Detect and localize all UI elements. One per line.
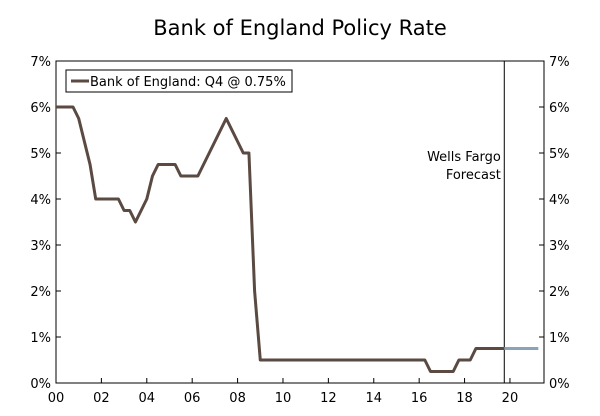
y-tick-label-right: 7% bbox=[549, 55, 570, 70]
x-tick-label: 10 bbox=[275, 391, 292, 406]
x-tick-label: 20 bbox=[502, 391, 519, 406]
y-tick-label-left: 0% bbox=[30, 377, 51, 392]
y-tick-label-right: 4% bbox=[549, 193, 570, 208]
x-tick-label: 02 bbox=[93, 391, 110, 406]
y-tick-label-left: 3% bbox=[30, 239, 51, 254]
y-tick-label-left: 4% bbox=[30, 193, 51, 208]
y-tick-label-right: 5% bbox=[549, 147, 570, 162]
y-tick-label-left: 2% bbox=[30, 285, 51, 300]
y-tick-label-left: 1% bbox=[30, 331, 51, 346]
series-line-bank-of-england bbox=[56, 105, 505, 373]
y-tick-label-left: 7% bbox=[30, 55, 51, 70]
x-tick-label: 18 bbox=[456, 391, 473, 406]
y-tick-label-right: 1% bbox=[549, 331, 570, 346]
y-tick-label-right: 2% bbox=[549, 285, 570, 300]
legend-box bbox=[65, 69, 293, 93]
chart-title: Bank of England Policy Rate bbox=[153, 16, 447, 40]
x-tick-label: 06 bbox=[184, 391, 201, 406]
x-tick-label: 08 bbox=[229, 391, 246, 406]
y-tick-label-right: 0% bbox=[549, 377, 570, 392]
y-tick-label-right: 6% bbox=[549, 101, 570, 116]
y-tick-label-left: 5% bbox=[30, 147, 51, 162]
forecast-annotation-text: Wells Fargo bbox=[427, 150, 501, 165]
legend-entry-text: Bank of England: Q4 @ 0.75% bbox=[90, 75, 286, 90]
y-tick-label-right: 3% bbox=[549, 239, 570, 254]
x-tick-label: 04 bbox=[139, 391, 156, 406]
y-tick-label-left: 6% bbox=[30, 101, 51, 116]
x-tick-label: 16 bbox=[411, 391, 428, 406]
plot-frame bbox=[55, 60, 545, 384]
forecast-annotation-text: Forecast bbox=[446, 168, 501, 183]
x-tick-label: 00 bbox=[48, 391, 65, 406]
x-tick-label: 14 bbox=[365, 391, 382, 406]
x-tick-label: 12 bbox=[320, 391, 337, 406]
